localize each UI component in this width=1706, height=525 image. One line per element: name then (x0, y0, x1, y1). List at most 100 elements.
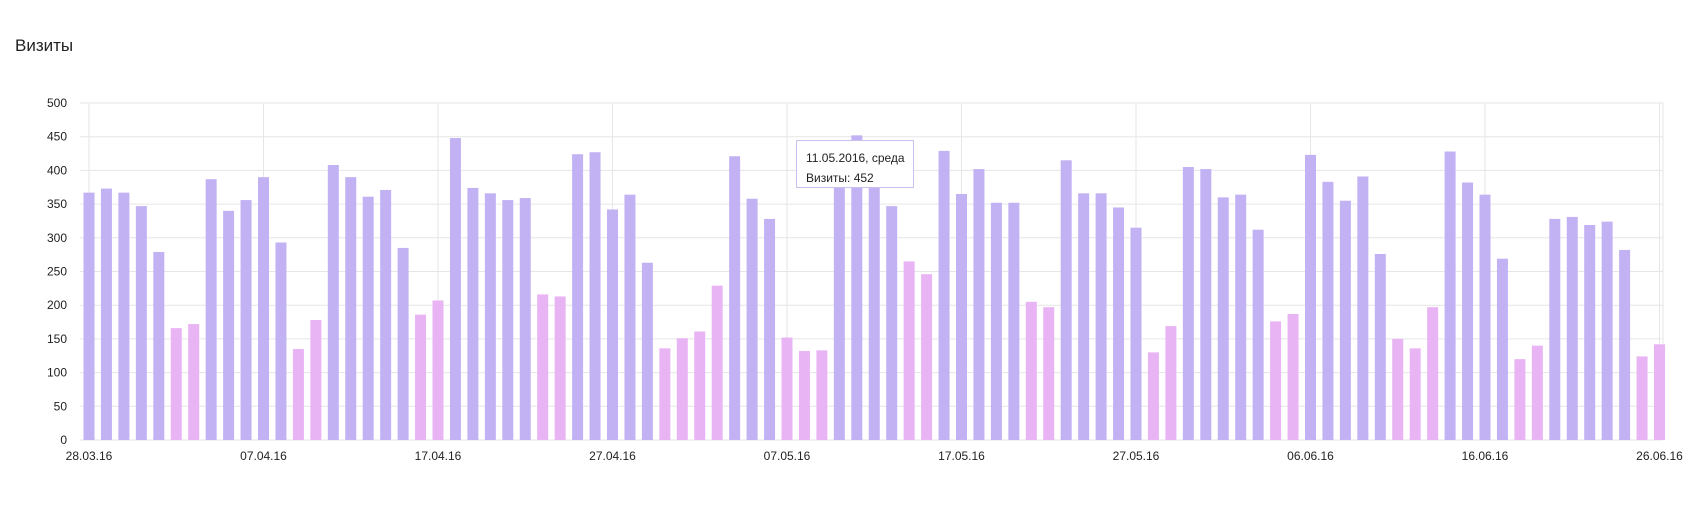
bar[interactable] (135, 206, 147, 440)
bar[interactable] (1305, 154, 1316, 440)
bar[interactable] (170, 328, 182, 440)
bar[interactable] (1496, 258, 1508, 440)
bar[interactable] (676, 338, 688, 440)
bar[interactable] (1287, 313, 1299, 440)
bar[interactable] (903, 261, 915, 440)
y-tick-label: 200 (47, 298, 67, 312)
bar[interactable] (641, 262, 653, 440)
bar[interactable] (1147, 352, 1159, 440)
bar[interactable] (223, 210, 235, 440)
bar[interactable] (327, 165, 339, 440)
bar[interactable] (1113, 207, 1125, 440)
bar[interactable] (589, 152, 601, 440)
bar[interactable] (781, 337, 793, 440)
bar[interactable] (990, 202, 1002, 440)
bar[interactable] (1549, 218, 1561, 440)
bar[interactable] (1252, 229, 1264, 440)
bar[interactable] (380, 189, 392, 440)
y-tick-label: 100 (47, 366, 67, 380)
bar[interactable] (729, 156, 741, 440)
bar[interactable] (415, 314, 427, 440)
bar[interactable] (624, 194, 636, 440)
bar[interactable] (362, 196, 374, 440)
bar[interactable] (886, 206, 898, 440)
bar[interactable] (764, 218, 776, 440)
bar[interactable] (1444, 151, 1456, 440)
bar[interactable] (100, 188, 112, 440)
bar[interactable] (1339, 200, 1351, 440)
y-axis-ticks: 0 50 100 150 200 250 300 350 400 450 500 (47, 96, 67, 447)
bar[interactable] (1095, 193, 1107, 440)
x-tick-label: 28.03.16 (66, 449, 113, 463)
bar[interactable] (1008, 202, 1020, 440)
bar[interactable] (1025, 301, 1037, 440)
bar[interactable] (1130, 227, 1142, 440)
x-tick-label: 17.04.16 (415, 449, 462, 463)
bar[interactable] (973, 169, 985, 440)
bar[interactable] (310, 320, 322, 440)
bar[interactable] (1043, 307, 1055, 440)
bar[interactable] (153, 251, 165, 440)
bar[interactable] (938, 150, 950, 440)
bar[interactable] (1409, 348, 1421, 440)
bar[interactable] (519, 198, 531, 440)
bar[interactable] (1235, 194, 1247, 440)
bar[interactable] (868, 183, 880, 440)
bar[interactable] (956, 193, 967, 440)
bar[interactable] (1654, 344, 1665, 440)
bar[interactable] (1636, 356, 1648, 440)
bar[interactable] (1584, 224, 1596, 440)
bar[interactable] (432, 300, 444, 440)
y-tick-label: 350 (47, 197, 67, 211)
bar[interactable] (1462, 182, 1474, 441)
bar[interactable] (1479, 194, 1491, 440)
bar[interactable] (833, 180, 845, 440)
bar[interactable] (188, 324, 200, 440)
bar[interactable] (118, 192, 130, 440)
bar[interactable] (1200, 169, 1212, 440)
bar[interactable] (1514, 359, 1526, 440)
bar[interactable] (798, 351, 810, 440)
bar[interactable] (554, 296, 566, 440)
bar[interactable] (83, 192, 95, 440)
bar[interactable] (205, 179, 217, 441)
bar[interactable] (746, 198, 758, 440)
bar[interactable] (502, 200, 514, 440)
x-tick-label: 06.06.16 (1287, 449, 1334, 463)
bar[interactable] (1531, 345, 1543, 440)
bar[interactable] (1566, 216, 1578, 440)
bar[interactable] (1619, 249, 1631, 440)
bar[interactable] (1601, 221, 1613, 440)
bar[interactable] (345, 177, 357, 440)
bar[interactable] (851, 135, 863, 441)
bar[interactable] (1217, 197, 1229, 440)
bar[interactable] (816, 350, 828, 440)
bar[interactable] (484, 193, 496, 440)
bar[interactable] (240, 200, 252, 440)
bar[interactable] (1357, 176, 1369, 440)
bar[interactable] (467, 187, 479, 440)
bar[interactable] (921, 274, 933, 440)
y-tick-label: 0 (60, 433, 67, 447)
bar[interactable] (258, 177, 269, 440)
bar[interactable] (572, 154, 584, 440)
bar[interactable] (659, 348, 671, 440)
y-tick-label: 500 (47, 96, 67, 110)
bar[interactable] (1078, 193, 1090, 440)
bar[interactable] (1060, 160, 1072, 441)
bar[interactable] (711, 285, 723, 440)
bar[interactable] (1270, 321, 1282, 440)
bar[interactable] (1322, 181, 1334, 440)
bar[interactable] (1165, 326, 1177, 440)
bar[interactable] (1427, 307, 1439, 440)
bar[interactable] (607, 209, 618, 440)
bar[interactable] (292, 349, 304, 440)
bar[interactable] (694, 331, 706, 440)
bar[interactable] (537, 294, 549, 440)
bar[interactable] (397, 247, 409, 440)
bar[interactable] (1392, 338, 1404, 440)
bar[interactable] (1182, 167, 1194, 440)
bar[interactable] (449, 138, 461, 440)
bar[interactable] (275, 242, 287, 440)
bar[interactable] (1374, 253, 1386, 440)
